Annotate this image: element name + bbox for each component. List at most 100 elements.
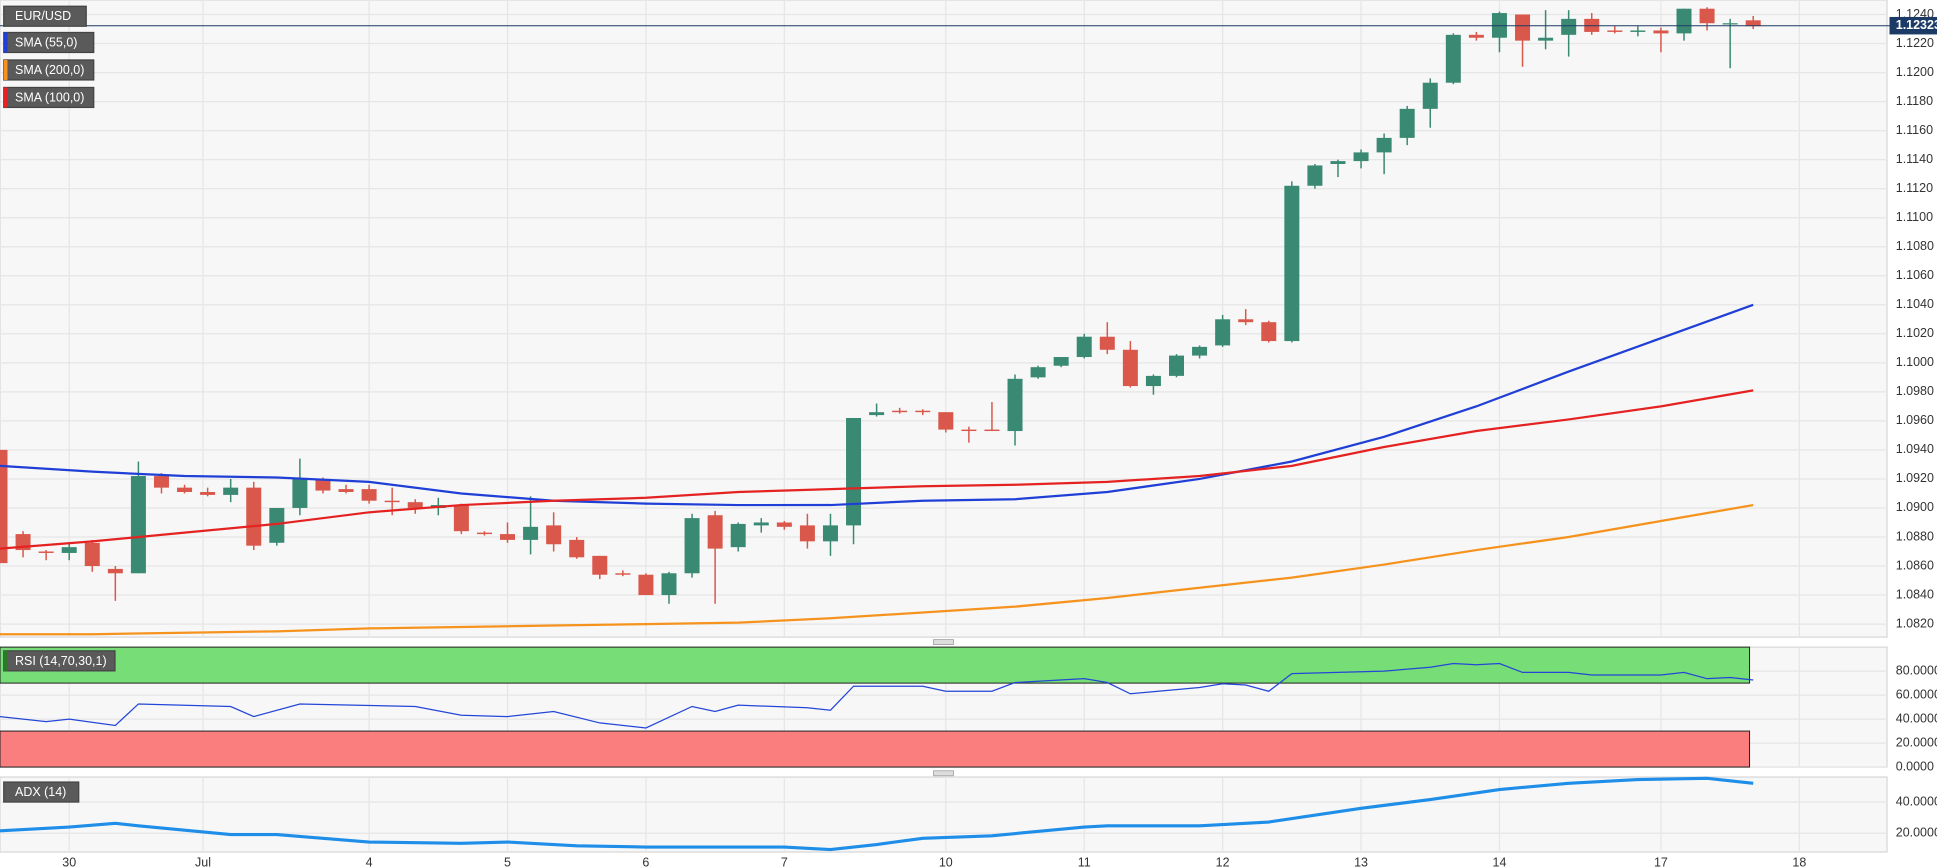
x-tick-label: 30 [62, 856, 76, 867]
y-tick-label: 1.0840 [1896, 587, 1934, 601]
last-price-box [1889, 16, 1937, 35]
candle-body [1422, 82, 1438, 109]
candle-body [292, 478, 308, 508]
candle-body [61, 547, 77, 553]
candle-body [1538, 37, 1554, 41]
y-tick-label: 1.1220 [1896, 36, 1934, 50]
candle-body [1284, 185, 1300, 342]
candle-body [1076, 336, 1092, 358]
candle-body [592, 555, 608, 575]
candle-body [153, 476, 169, 488]
y-tick-label: 1.1100 [1896, 210, 1933, 224]
candle-body [892, 410, 908, 413]
y-tick-label: 1.0900 [1896, 500, 1934, 514]
band [0, 730, 1751, 768]
candle-body [569, 539, 585, 558]
candle-body [1030, 367, 1046, 378]
y-tick-label: 1.1020 [1896, 326, 1934, 340]
candle-body [1607, 30, 1623, 32]
candle-body [361, 489, 377, 501]
candle-body [1053, 357, 1069, 366]
candle-body [869, 412, 885, 416]
candle-body [822, 525, 838, 542]
candle-body [615, 573, 631, 575]
y-tick-label: 1.0960 [1896, 413, 1934, 427]
band [0, 646, 1751, 684]
candle-body [546, 525, 562, 545]
candle-body [338, 489, 354, 492]
candle-body [730, 523, 746, 548]
candle-body [223, 487, 239, 495]
legend-swatch [3, 650, 8, 671]
candle-body [476, 532, 492, 535]
legend-label: SMA (100,0) [15, 90, 84, 104]
candle-body [1630, 30, 1646, 32]
candle-body [177, 487, 193, 492]
pane-handle [933, 770, 954, 777]
x-tick-label: 10 [939, 856, 953, 867]
candle-body [315, 478, 331, 491]
legend-label: SMA (200,0) [15, 63, 84, 77]
x-tick-label: 12 [1216, 856, 1230, 867]
y-tick-label: 1.1140 [1896, 152, 1933, 166]
x-tick-label: 14 [1493, 856, 1507, 867]
y-tick-label: 80.0000 [1896, 663, 1937, 677]
candle-body [107, 568, 123, 574]
legend-box [3, 5, 87, 27]
indicator-line [0, 503, 1754, 636]
candle-body [1169, 355, 1184, 376]
candle-body [1353, 152, 1369, 162]
legend-box [3, 781, 80, 803]
legend-swatch [3, 87, 8, 108]
candle-body [1722, 23, 1738, 25]
candle-body [638, 574, 654, 596]
candle-body [753, 522, 769, 526]
y-tick-label: 1.0980 [1896, 384, 1934, 398]
y-tick-label: 1.0860 [1896, 558, 1934, 572]
pane-background [0, 0, 1888, 638]
candle-body [523, 526, 539, 540]
x-tick-label: 11 [1078, 856, 1091, 867]
candle-body [684, 518, 700, 574]
y-tick-label: 1.1000 [1896, 355, 1934, 369]
candle-body [130, 476, 146, 574]
candle-body [84, 542, 100, 567]
y-tick-label: 1.1180 [1896, 94, 1933, 108]
x-tick-label: 6 [642, 856, 649, 867]
y-tick-label: 1.0920 [1896, 471, 1934, 485]
y-tick-label: 1.0880 [1896, 529, 1934, 543]
candle-body [915, 410, 931, 413]
candle-body [846, 417, 862, 526]
x-tick-label: 13 [1354, 856, 1368, 867]
last-price-label: 1.12323 [1896, 18, 1937, 32]
y-tick-label: 1.1060 [1896, 268, 1934, 282]
legend-label: RSI (14,70,30,1) [15, 654, 107, 668]
x-tick-label: 17 [1654, 856, 1668, 867]
candle-body [1122, 349, 1138, 387]
candle-body [1745, 20, 1761, 27]
candle-body [799, 525, 815, 542]
candle-body [1445, 34, 1461, 83]
candle-body [1399, 108, 1415, 138]
candle-body [500, 534, 516, 540]
indicator-line [0, 303, 1754, 507]
y-tick-label: 1.0820 [1896, 616, 1934, 630]
indicator-line [0, 776, 1754, 852]
candle-body [984, 429, 1000, 432]
candle-body [1653, 30, 1669, 34]
legend-label: EUR/USD [15, 9, 71, 23]
legend-swatch [3, 32, 8, 53]
indicator-line [0, 662, 1754, 729]
y-tick-label: 1.1160 [1896, 123, 1933, 137]
candle-body [453, 505, 469, 532]
candle-body [961, 429, 977, 432]
y-tick-label: 1.0940 [1896, 442, 1934, 456]
y-tick-label: 20.0000 [1896, 826, 1937, 840]
candle-body [1561, 18, 1577, 35]
x-tick-label: 18 [1792, 856, 1806, 867]
candle-body [1376, 137, 1392, 153]
y-tick-label: 40.0000 [1896, 794, 1937, 808]
candle-body [384, 500, 400, 503]
y-tick-label: 1.1200 [1896, 65, 1934, 79]
